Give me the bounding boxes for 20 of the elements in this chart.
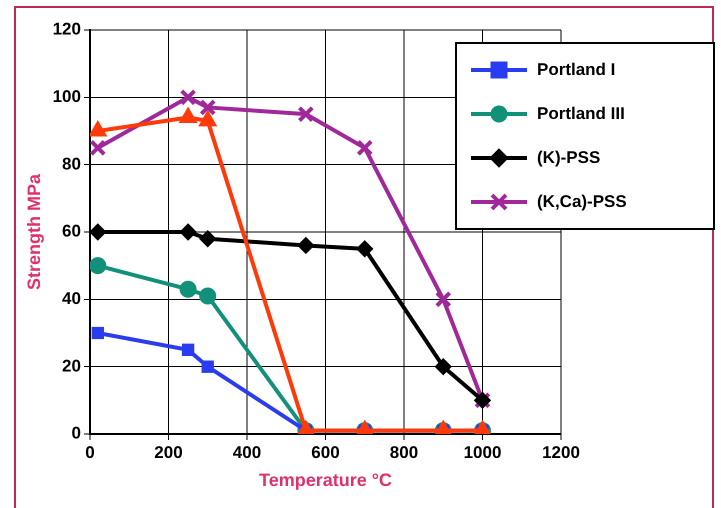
y-tick-label: 0 — [71, 424, 81, 443]
x-tick-label: 1000 — [464, 442, 502, 462]
y-tick-label: 40 — [62, 289, 81, 308]
y-tick-label: 80 — [62, 154, 81, 174]
legend-label: (K)-PSS — [537, 148, 600, 168]
x-tick-label: 200 — [154, 442, 183, 462]
y-tick-label: 20 — [62, 356, 81, 376]
y-axis-title: Strength MPa — [24, 173, 44, 290]
x-axis-title: Temperature °C — [259, 470, 392, 490]
x-tick-label: 1200 — [542, 442, 580, 462]
legend-label: Portland III — [537, 104, 625, 124]
y-tick-label: 120 — [52, 20, 81, 39]
y-tick-label: 100 — [52, 87, 81, 106]
x-tick-label: 800 — [390, 442, 418, 462]
legend-label: (K,Ca)-PSS — [537, 192, 627, 212]
legend-label: Portland I — [537, 60, 616, 80]
x-tick-label: 0 — [85, 442, 95, 462]
x-tick-label: 400 — [232, 442, 262, 462]
x-tick-label: 600 — [311, 442, 340, 462]
y-tick-label: 60 — [62, 222, 81, 241]
